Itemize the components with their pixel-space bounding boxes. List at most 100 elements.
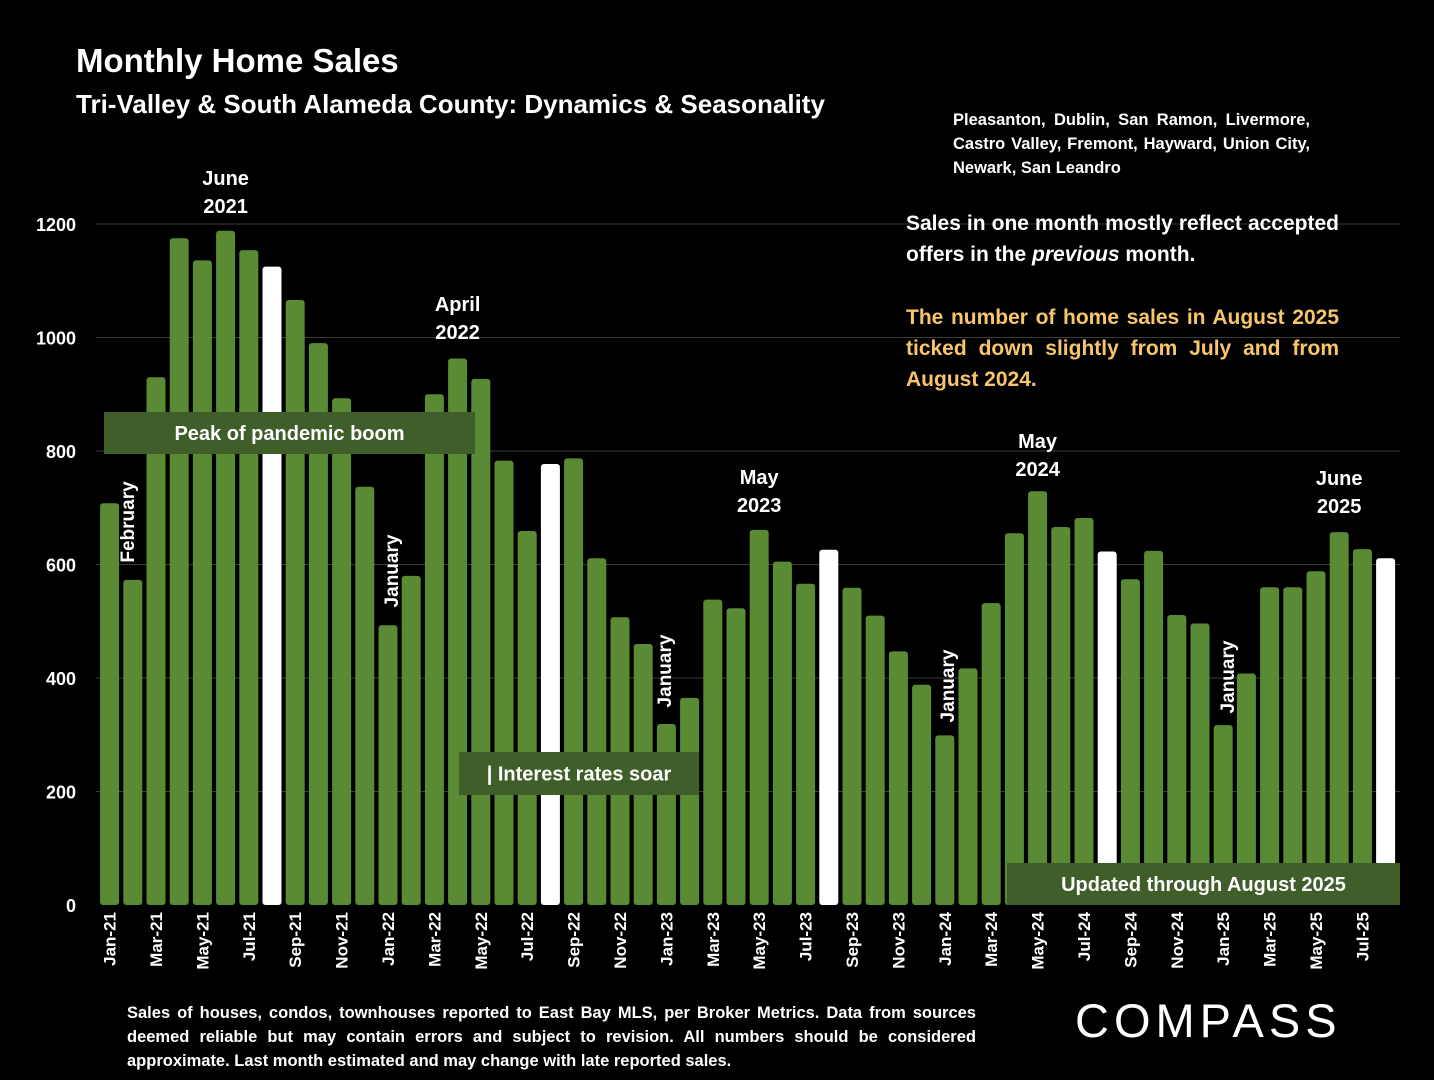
bar — [123, 579, 143, 905]
bar — [842, 587, 862, 905]
bar — [262, 266, 282, 905]
bar — [355, 486, 375, 905]
bar — [749, 529, 769, 905]
y-tick-label: 600 — [46, 556, 76, 576]
bar — [332, 398, 352, 905]
x-tick-label: Sep-21 — [286, 912, 305, 968]
bar — [1144, 550, 1164, 905]
x-tick-label: May-21 — [193, 912, 212, 970]
y-tick-label: 1000 — [36, 329, 76, 349]
y-tick-label: 1200 — [36, 215, 76, 235]
bar — [1051, 527, 1071, 905]
x-tick-label: May-24 — [1029, 911, 1048, 969]
annotation-january-2025: January — [1218, 640, 1239, 713]
annotation-february: February — [118, 481, 139, 563]
y-tick-label: 400 — [46, 669, 76, 689]
bar — [1167, 615, 1187, 905]
x-tick-label: Jul-24 — [1075, 911, 1094, 961]
x-tick-label: May-23 — [750, 912, 769, 970]
x-tick-label: Nov-24 — [1168, 911, 1187, 968]
bar — [1213, 725, 1233, 905]
y-tick-label: 200 — [46, 783, 76, 803]
page-title: Monthly Home Sales — [76, 42, 399, 79]
annotation-june-2025: June — [1316, 468, 1363, 490]
x-tick-label: Nov-21 — [333, 912, 352, 969]
annotation-may-2023: 2023 — [737, 495, 782, 517]
bar — [912, 684, 932, 905]
annotation-may-2024: May — [1018, 431, 1058, 453]
x-tick-label: Sep-23 — [843, 912, 862, 968]
bar — [726, 608, 746, 905]
bar — [587, 558, 607, 905]
annotation-june-2021: June — [202, 168, 249, 190]
bar — [1352, 549, 1372, 905]
x-tick-label: Jul-21 — [240, 912, 259, 961]
towns-list: Pleasanton, Dublin, San Ramon, Livermore… — [953, 111, 1310, 177]
y-tick-label: 0 — [66, 896, 76, 916]
bar — [1028, 491, 1048, 905]
bar — [1236, 673, 1256, 905]
x-tick-label: Mar-24 — [982, 911, 1001, 966]
bar — [1376, 558, 1396, 905]
annotation-may-2024: 2024 — [1015, 459, 1060, 481]
x-tick-label: Jul-23 — [797, 912, 816, 961]
bar — [1074, 517, 1094, 905]
bar — [100, 503, 120, 905]
updated-through-box — [1007, 863, 1400, 905]
x-tick-label: Sep-22 — [565, 912, 584, 968]
annotation-april-2022: April — [435, 294, 481, 316]
bar — [308, 343, 328, 905]
annotation-april-2022: 2022 — [435, 322, 480, 344]
bar — [935, 735, 955, 905]
bar — [958, 668, 978, 905]
x-tick-label: Jan-22 — [379, 912, 398, 966]
bar — [192, 260, 212, 905]
bar — [1120, 579, 1140, 905]
y-tick-label: 800 — [46, 442, 76, 462]
bar — [680, 697, 700, 905]
bar — [1260, 587, 1280, 905]
bar — [517, 531, 537, 905]
annotation-january-2023: January — [655, 634, 676, 707]
annotation-june-2021: 2021 — [203, 196, 248, 218]
bar — [1097, 551, 1117, 905]
bar — [981, 603, 1001, 905]
bar — [401, 575, 421, 905]
annotation-may-2023: May — [740, 467, 780, 489]
x-tick-label: Nov-22 — [611, 912, 630, 969]
x-tick-label: Mar-23 — [704, 912, 723, 967]
bar — [1329, 532, 1349, 905]
note-text-end: month. — [1119, 243, 1196, 266]
note-text-start: Sales in one month mostly reflect accept… — [906, 212, 1339, 266]
updated-through-label: Updated through August 2025 — [1061, 874, 1346, 896]
compass-logo: COMPASS — [1075, 994, 1342, 1047]
x-tick-label: Jul-25 — [1353, 912, 1372, 961]
bar — [169, 238, 189, 905]
bar — [819, 549, 839, 905]
annotation-january-2024: January — [938, 649, 959, 722]
bar — [564, 458, 584, 905]
bar — [471, 378, 491, 905]
bar — [540, 464, 560, 905]
bar — [494, 460, 514, 905]
x-tick-label: Mar-25 — [1261, 912, 1280, 967]
interest-rates-label: | Interest rates soar — [487, 764, 672, 786]
x-tick-label: May-25 — [1307, 912, 1326, 970]
x-tick-label: Jan-21 — [101, 912, 120, 966]
bar — [239, 250, 259, 906]
bar — [656, 723, 676, 905]
x-tick-label: Jan-25 — [1214, 912, 1233, 966]
interest-rates-box — [459, 752, 699, 795]
x-tick-label: May-22 — [472, 912, 491, 970]
bar — [1004, 533, 1024, 905]
pandemic-boom-box — [104, 412, 475, 454]
bar — [1190, 623, 1210, 905]
bar — [888, 651, 908, 905]
bar — [1306, 571, 1326, 905]
bar — [285, 300, 305, 905]
x-tick-label: Mar-21 — [147, 912, 166, 967]
highlight-note: The number of home sales in August 2025 … — [906, 306, 1339, 391]
x-tick-label: Jan-23 — [657, 912, 676, 966]
bar — [865, 615, 885, 905]
